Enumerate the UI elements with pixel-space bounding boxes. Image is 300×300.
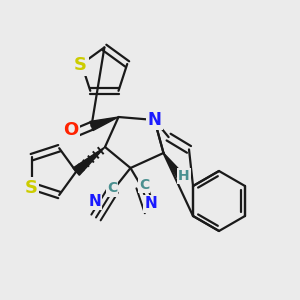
Text: N: N: [148, 111, 161, 129]
Text: N: N: [144, 196, 157, 211]
Text: N: N: [88, 194, 101, 208]
Text: H: H: [178, 169, 189, 183]
Text: C: C: [107, 182, 117, 195]
Text: O: O: [64, 122, 79, 140]
Polygon shape: [164, 153, 183, 178]
Text: S: S: [74, 56, 87, 74]
Polygon shape: [73, 147, 105, 175]
Polygon shape: [90, 117, 118, 130]
Text: C: C: [139, 178, 149, 192]
Text: S: S: [24, 178, 37, 196]
